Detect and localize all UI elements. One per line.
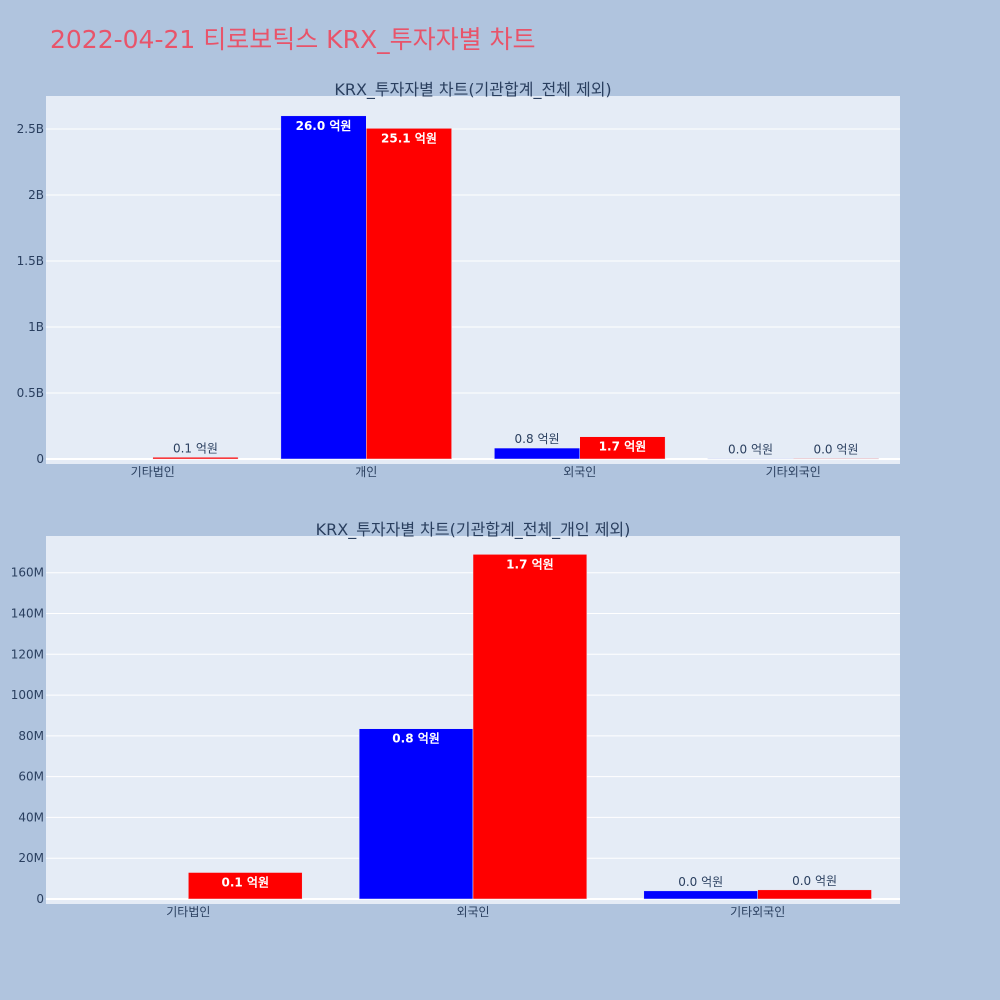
bar-label: 1.7 억원 xyxy=(506,557,554,571)
bar-label: 0.8 억원 xyxy=(515,432,560,446)
bar-label: 0.0 억원 xyxy=(813,442,858,456)
y-tick-label: 0 xyxy=(36,892,44,906)
bar-label: 0.0 억원 xyxy=(728,442,773,456)
bar xyxy=(643,890,758,900)
bar-label: 25.1 억원 xyxy=(381,131,437,145)
bar xyxy=(152,457,239,460)
bar xyxy=(757,889,872,900)
x-tick-label: 기타외국인 xyxy=(730,905,785,919)
y-tick-label: 80M xyxy=(18,729,44,743)
bar xyxy=(366,128,452,460)
y-tick-label: 0.5B xyxy=(17,386,44,400)
x-tick-label: 개인 xyxy=(355,465,377,479)
chart-title: KRX_투자자별 차트(기관합계_전체 제외) xyxy=(334,80,611,100)
bar xyxy=(188,872,303,900)
bar-label: 1.7 억원 xyxy=(599,440,647,454)
y-tick-label: 1B xyxy=(28,320,44,334)
bar xyxy=(280,115,367,460)
y-tick-label: 160M xyxy=(11,566,44,580)
bar-label: 0.1 억원 xyxy=(222,875,270,889)
y-tick-label: 140M xyxy=(11,606,44,620)
bar-label: 0.0 억원 xyxy=(678,875,723,889)
x-tick-label: 기타법인 xyxy=(166,905,210,919)
chart-title: KRX_투자자별 차트(기관합계_전체_개인 제외) xyxy=(316,520,631,540)
bar-label: 0.0 억원 xyxy=(792,874,837,888)
page-title: 2022-04-21 티로보틱스 KRX_투자자별 차트 xyxy=(50,25,536,54)
chart-bottom: KRX_투자자별 차트(기관합계_전체_개인 제외) 0 20M 40M 60M 80M 1… xyxy=(11,520,900,919)
bar-label: 26.0 억원 xyxy=(296,119,352,133)
x-tick-label: 외국인 xyxy=(563,465,596,479)
plot-area xyxy=(46,96,900,464)
x-tick-label: 기타법인 xyxy=(131,465,175,479)
y-tick-label: 20M xyxy=(18,851,44,865)
y-tick-label: 120M xyxy=(11,647,44,661)
bar xyxy=(358,728,474,900)
chart-top: KRX_투자자별 차트(기관합계_전체 제외) 0 0.5B 1B 1.5B 2B 2.5B… xyxy=(17,80,900,479)
bar xyxy=(494,447,581,460)
x-tick-label: 외국인 xyxy=(456,905,489,919)
y-tick-label: 40M xyxy=(18,810,44,824)
bar xyxy=(707,458,794,460)
y-tick-label: 100M xyxy=(11,688,44,702)
y-tick-label: 2B xyxy=(28,188,44,202)
y-tick-label: 2.5B xyxy=(17,122,44,136)
x-tick-label: 기타외국인 xyxy=(766,465,821,479)
bar xyxy=(472,554,588,900)
y-tick-label: 60M xyxy=(18,770,44,784)
y-tick-label: 1.5B xyxy=(17,254,44,268)
bar-label: 0.1 억원 xyxy=(173,441,218,455)
y-tick-label: 0 xyxy=(36,452,44,466)
bar xyxy=(579,436,666,460)
bar-label: 0.8 억원 xyxy=(392,732,440,746)
bar xyxy=(793,458,879,460)
